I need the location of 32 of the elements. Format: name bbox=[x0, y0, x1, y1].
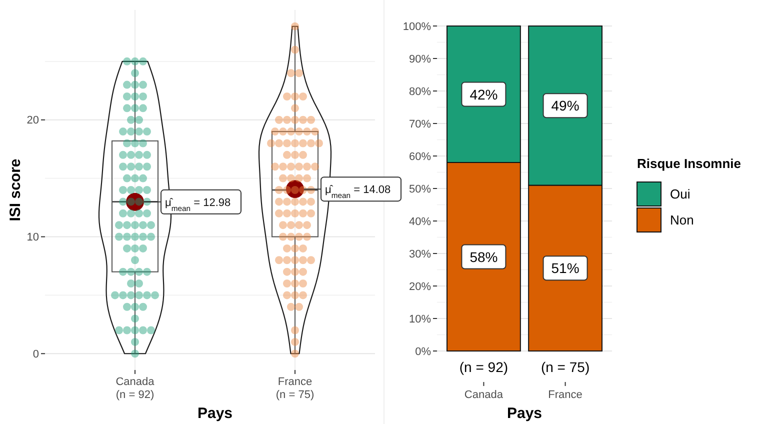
annotation: μ̂$_{mean}$ = 14.08 bbox=[325, 184, 391, 200]
y-tick-label: 50% bbox=[408, 183, 432, 196]
x-tick-label: Canada (n = 92) bbox=[116, 376, 156, 401]
x-axis-title: Pays bbox=[197, 405, 233, 422]
data-label: 42% bbox=[470, 86, 498, 102]
y-tick-label: 10 bbox=[26, 232, 39, 244]
y-tick-label: 30% bbox=[408, 248, 432, 260]
y-tick-label: 90% bbox=[408, 53, 432, 66]
data-label: 51% bbox=[551, 260, 580, 276]
x-tick-label: Canada bbox=[464, 389, 504, 401]
x-tick-label: France bbox=[548, 389, 582, 401]
y-tick-label: 40% bbox=[408, 216, 432, 228]
x-axis-title: Pays bbox=[506, 405, 542, 422]
legend-title: Risque Insomnie bbox=[637, 156, 742, 171]
legend-label: Oui bbox=[670, 186, 690, 202]
y-tick-label: 0 bbox=[32, 348, 39, 360]
y-tick-label: 60% bbox=[408, 150, 432, 163]
y-tick-label: 80% bbox=[408, 86, 432, 98]
x-tick-label: France (n = 75) bbox=[276, 376, 314, 401]
text: (n = 75) bbox=[540, 359, 590, 375]
text: (n = 92) bbox=[459, 359, 508, 375]
y-axis-title: ISI score bbox=[7, 158, 24, 222]
annotation: μ̂$_{mean}$ = 12.98 bbox=[165, 196, 231, 212]
y-tick-label: 20% bbox=[408, 280, 432, 293]
y-tick-label: 0% bbox=[415, 346, 432, 358]
data-label: 49% bbox=[551, 98, 580, 114]
y-tick-label: 70% bbox=[408, 118, 432, 130]
y-tick-label: 20 bbox=[26, 114, 39, 127]
y-tick-label: 10% bbox=[408, 313, 432, 326]
legend-label: Non bbox=[670, 212, 694, 228]
data-label: 58% bbox=[470, 248, 498, 265]
y-tick-label: 100% bbox=[402, 20, 432, 33]
